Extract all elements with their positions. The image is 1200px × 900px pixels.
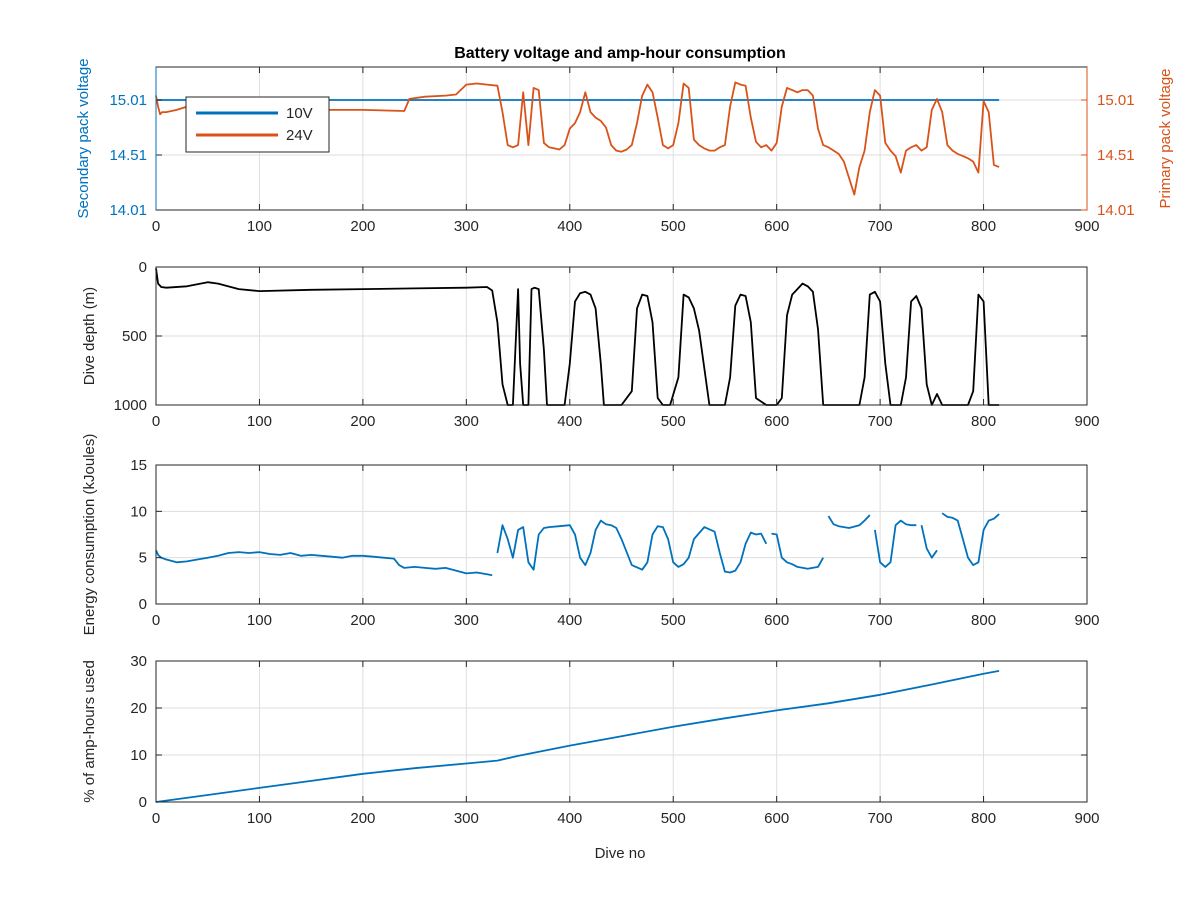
x-tick-label: 800 <box>971 810 996 827</box>
x-tick-label: 300 <box>454 413 479 430</box>
x-tick-label: 900 <box>1074 810 1099 827</box>
x-tick-label: 200 <box>350 810 375 827</box>
axes-box <box>155 660 1088 803</box>
x-tick-label: 300 <box>454 612 479 629</box>
y-tick-label-right: 15.01 <box>1097 92 1135 109</box>
series-line <box>155 512 1000 577</box>
x-tick-label: 200 <box>350 218 375 235</box>
y-tick-label: 0 <box>139 259 147 276</box>
y-axis-label: Secondary pack voltage <box>75 58 92 218</box>
x-tick-label: 100 <box>247 810 272 827</box>
x-tick-label: 900 <box>1074 612 1099 629</box>
series-line-24V <box>155 81 1000 196</box>
x-tick-label: 700 <box>868 413 893 430</box>
y-tick-label: 15.01 <box>109 92 147 109</box>
x-tick-label: 400 <box>557 413 582 430</box>
plot-area <box>156 465 1087 604</box>
y-axis-label-right: Primary pack voltage <box>1157 68 1174 208</box>
y-tick-label: 14.51 <box>109 147 147 164</box>
x-tick-label: 800 <box>971 218 996 235</box>
y-tick-label-right: 14.01 <box>1097 202 1135 219</box>
x-tick-label: 0 <box>152 218 160 235</box>
x-tick-label: 500 <box>661 612 686 629</box>
x-tick-label: 700 <box>868 218 893 235</box>
x-tick-label: 200 <box>350 612 375 629</box>
x-tick-label: 500 <box>661 413 686 430</box>
x-tick-label: 0 <box>152 612 160 629</box>
x-tick-label: 600 <box>764 218 789 235</box>
subplot-1: 0 100 200 300 400 500 600 700 800 90014.0114.5115… <box>75 58 1174 235</box>
legend-box <box>185 96 330 153</box>
axes-box <box>155 464 1088 605</box>
subplot-3: 0 100 200 300 400 500 600 700 800 900 0 5 10 15 Energy… <box>81 434 1100 636</box>
x-tick-label: 0 <box>152 413 160 430</box>
x-tick-label: 600 <box>764 612 789 629</box>
y-tick-label: 15 <box>130 457 147 474</box>
y-tick-label: 0 <box>139 596 147 613</box>
y-tick-label: 5 <box>139 550 147 567</box>
x-tick-label: 300 <box>454 810 479 827</box>
y-tick-label: 14.01 <box>109 202 147 219</box>
y-axis-label: % of amp-hours used <box>81 660 98 803</box>
x-tick-label: 900 <box>1074 413 1099 430</box>
x-tick-label: 800 <box>971 612 996 629</box>
x-tick-label: 600 <box>764 413 789 430</box>
y-tick-label: 20 <box>130 700 147 717</box>
x-tick-label: 600 <box>764 810 789 827</box>
y-axis-label: Dive depth (m) <box>81 287 98 385</box>
legend-label-24V: 24V <box>286 127 313 144</box>
x-tick-label: 400 <box>557 218 582 235</box>
x-axis-label: Dive no <box>595 845 646 862</box>
x-tick-label: 500 <box>661 810 686 827</box>
x-tick-label: 0 <box>152 810 160 827</box>
y-axis-label: Energy consumption (kJoules) <box>81 434 98 636</box>
x-tick-label: 700 <box>868 612 893 629</box>
x-tick-label: 500 <box>661 218 686 235</box>
x-tick-label: 400 <box>557 810 582 827</box>
y-tick-label-right: 14.51 <box>1097 147 1135 164</box>
x-tick-label: 900 <box>1074 218 1099 235</box>
y-tick-label: 0 <box>139 794 147 811</box>
x-tick-label: 100 <box>247 413 272 430</box>
subplot-2: 0 100 200 300 400 500 600 700 800 900 0 500 1000 Dive… <box>81 259 1100 430</box>
y-tick-label: 10 <box>130 747 147 764</box>
x-tick-label: 100 <box>247 218 272 235</box>
x-tick-label: 100 <box>247 612 272 629</box>
figure-title: Battery voltage and amp-hour consumption <box>454 45 786 62</box>
y-tick-label: 1000 <box>114 397 147 414</box>
y-tick-label: 10 <box>130 503 147 520</box>
subplot-4: 0 100 200 300 400 500 600 700 800 900 0 10 20 30 % of … <box>81 653 1100 827</box>
x-tick-label: 400 <box>557 612 582 629</box>
series-line <box>155 670 1000 803</box>
x-tick-label: 800 <box>971 413 996 430</box>
x-tick-label: 700 <box>868 810 893 827</box>
y-tick-label: 30 <box>130 653 147 670</box>
legend-label-10V: 10V <box>286 105 313 122</box>
x-tick-label: 300 <box>454 218 479 235</box>
y-tick-label: 500 <box>122 328 147 345</box>
x-tick-label: 200 <box>350 413 375 430</box>
